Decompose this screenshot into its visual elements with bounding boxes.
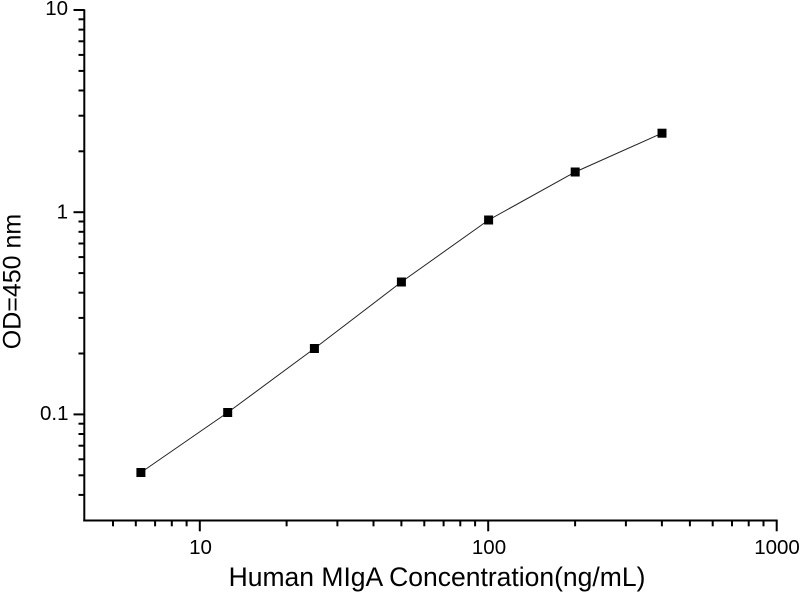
svg-text:0.1: 0.1 [40, 402, 69, 425]
svg-text:OD=450 nm: OD=450 nm [0, 214, 26, 350]
svg-text:1: 1 [57, 201, 68, 224]
svg-text:1000: 1000 [754, 536, 800, 559]
svg-text:100: 100 [472, 536, 506, 559]
svg-text:Human MIgA Concentration(ng/mL: Human MIgA Concentration(ng/mL) [229, 562, 646, 592]
svg-text:10: 10 [45, 0, 68, 20]
svg-text:10: 10 [189, 536, 212, 559]
